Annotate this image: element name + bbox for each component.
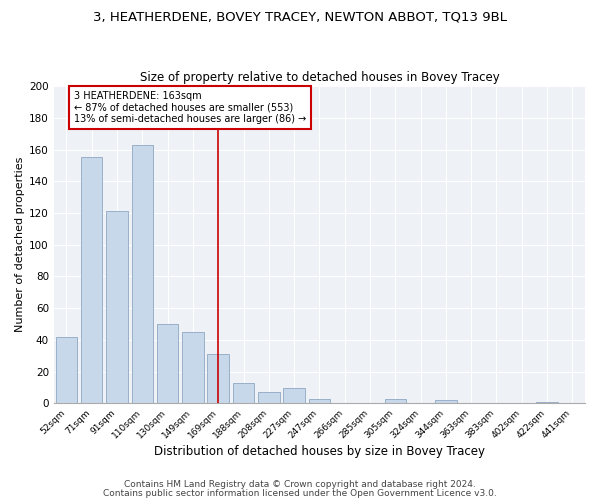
Title: Size of property relative to detached houses in Bovey Tracey: Size of property relative to detached ho… bbox=[140, 70, 499, 84]
Text: 3, HEATHERDENE, BOVEY TRACEY, NEWTON ABBOT, TQ13 9BL: 3, HEATHERDENE, BOVEY TRACEY, NEWTON ABB… bbox=[93, 10, 507, 23]
Bar bbox=[435, 400, 457, 404]
Bar bbox=[308, 398, 330, 404]
Text: Contains public sector information licensed under the Open Government Licence v3: Contains public sector information licen… bbox=[103, 490, 497, 498]
Bar bbox=[536, 402, 558, 404]
Bar bbox=[233, 383, 254, 404]
Bar bbox=[385, 398, 406, 404]
Text: 3 HEATHERDENE: 163sqm
← 87% of detached houses are smaller (553)
13% of semi-det: 3 HEATHERDENE: 163sqm ← 87% of detached … bbox=[74, 91, 306, 124]
Y-axis label: Number of detached properties: Number of detached properties bbox=[15, 157, 25, 332]
Bar bbox=[283, 388, 305, 404]
Bar bbox=[81, 158, 103, 404]
Text: Contains HM Land Registry data © Crown copyright and database right 2024.: Contains HM Land Registry data © Crown c… bbox=[124, 480, 476, 489]
Bar bbox=[182, 332, 203, 404]
Bar bbox=[258, 392, 280, 404]
Bar bbox=[56, 336, 77, 404]
Bar bbox=[157, 324, 178, 404]
Bar bbox=[208, 354, 229, 404]
Bar bbox=[106, 212, 128, 404]
Bar bbox=[131, 145, 153, 404]
X-axis label: Distribution of detached houses by size in Bovey Tracey: Distribution of detached houses by size … bbox=[154, 444, 485, 458]
